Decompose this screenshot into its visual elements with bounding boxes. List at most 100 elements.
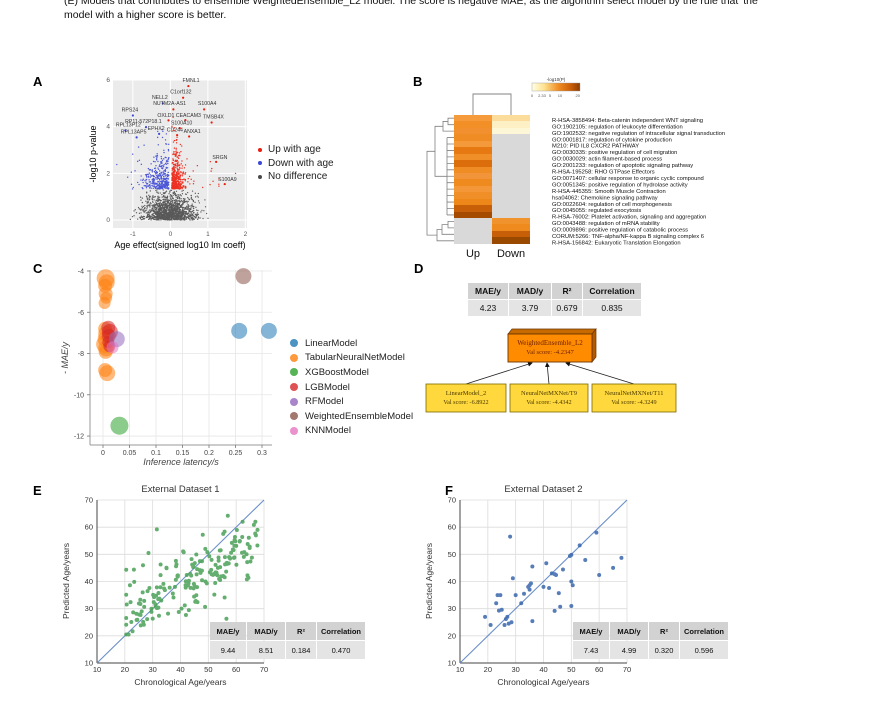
- pt: [202, 217, 204, 220]
- pt: [145, 200, 147, 202]
- pt: [168, 213, 170, 215]
- pt: [167, 209, 169, 211]
- pt: [179, 217, 181, 219]
- scatter-point: [167, 585, 172, 590]
- pt: [146, 216, 149, 219]
- pt: [155, 215, 157, 218]
- pt: [160, 172, 162, 174]
- pt: [156, 153, 158, 155]
- scatter-point: [494, 601, 499, 606]
- pt: [161, 204, 163, 207]
- pt: [158, 198, 160, 200]
- heatmap-colorbar: -log10(P) 0 2.33 5 10 20: [531, 77, 581, 98]
- pt: [181, 188, 183, 190]
- scatter-point: [246, 575, 251, 580]
- pathway-label: GO:0009896: positive regulation of catab…: [552, 228, 688, 234]
- pt: [179, 206, 181, 209]
- scatter-point: [126, 632, 131, 637]
- pt: [172, 213, 174, 216]
- pt: [172, 205, 174, 208]
- tree-root-score: Val score: -4.2347: [526, 349, 574, 356]
- pt: [150, 182, 152, 184]
- table-header-cell: Correlation: [583, 283, 641, 299]
- pt: [172, 167, 174, 169]
- colorbar-tick: 20: [576, 93, 581, 98]
- pt: [179, 219, 182, 221]
- pt: [169, 202, 171, 204]
- pt: [169, 209, 172, 211]
- pt: [162, 201, 165, 204]
- pt: [165, 182, 167, 185]
- scatter-point: [124, 615, 129, 620]
- pt: [201, 186, 204, 189]
- table-header-cell: MAD/y: [610, 622, 648, 640]
- pt: [140, 218, 142, 221]
- pt: [160, 213, 163, 215]
- pt: [178, 208, 180, 210]
- scatter-point: [508, 534, 513, 539]
- heatmap-cell: [492, 192, 530, 199]
- pt: [148, 215, 150, 217]
- y-tick-label: 20: [85, 631, 93, 640]
- tree-child-score: Val score: -4.4342: [526, 399, 571, 406]
- pt: [158, 219, 160, 221]
- pt: [154, 172, 157, 174]
- pt: [185, 211, 188, 213]
- pt: [172, 182, 174, 184]
- gene-label: S100A9: [218, 177, 237, 183]
- pt: [184, 208, 186, 210]
- pt: [178, 182, 180, 185]
- pt: [167, 157, 170, 160]
- pt: [154, 196, 156, 198]
- tree-child-name: LinearModel_2: [446, 390, 486, 397]
- tree-child-score: Val score: -6.8922: [443, 399, 488, 406]
- heatmap-col-down: Down: [496, 248, 526, 260]
- pt: [203, 210, 205, 212]
- pt: [185, 216, 187, 218]
- pt: [171, 203, 173, 205]
- pt: [176, 151, 179, 154]
- pt: [193, 207, 195, 210]
- pt: [175, 160, 178, 162]
- pt: [162, 192, 165, 194]
- pt: [166, 201, 168, 203]
- pt: [175, 139, 177, 142]
- heatmap-cell: [454, 115, 492, 122]
- pt: [187, 212, 190, 214]
- panel-b-label: B: [413, 74, 423, 89]
- pt: [169, 198, 171, 200]
- scatter-point: [231, 548, 236, 553]
- pt: [148, 205, 150, 207]
- heatmap-cell: [492, 166, 530, 173]
- pt: [139, 217, 142, 219]
- scatter-point: [173, 558, 178, 563]
- pt: [197, 192, 200, 195]
- gene-label: OXLD1: [157, 113, 174, 119]
- pt: [140, 212, 142, 214]
- pathway-label: GO:0001817: regulation of cytokine produ…: [552, 137, 672, 143]
- scatter-points: [124, 513, 260, 637]
- pt: [155, 155, 157, 157]
- pt: [200, 211, 202, 213]
- pt: [175, 142, 178, 144]
- pt: [177, 184, 180, 186]
- pt: [175, 174, 177, 177]
- scatter-point: [556, 591, 561, 596]
- pt: [174, 155, 177, 157]
- pt: [189, 183, 191, 185]
- heatmap-cell: [454, 147, 492, 154]
- scatter-point: [558, 604, 563, 609]
- pt: [162, 211, 164, 213]
- pt: [181, 172, 183, 174]
- legend-item: No difference: [258, 170, 334, 184]
- pt: [140, 209, 142, 211]
- scatter-point: [138, 602, 143, 607]
- pt: [182, 198, 185, 200]
- pt: [145, 209, 147, 212]
- scatter-point: [234, 543, 239, 548]
- scatter-point: [527, 587, 532, 592]
- heatmap-cell: [454, 211, 492, 218]
- pt: [158, 210, 161, 212]
- table-value-cell: 0.184: [286, 641, 316, 659]
- scatter-point: [577, 543, 582, 548]
